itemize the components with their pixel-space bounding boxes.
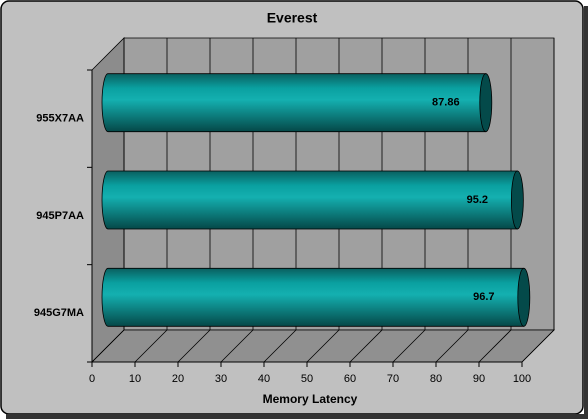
floor-grid-line xyxy=(521,329,555,363)
bar-cap xyxy=(510,170,524,230)
y-tick-label: 955X7AA xyxy=(36,113,84,125)
x-tick-label: 30 xyxy=(215,373,227,385)
shadow xyxy=(6,414,588,419)
floor-grid-line xyxy=(134,329,168,363)
bars: 87.86 95.2 96.7 xyxy=(101,73,531,327)
bar xyxy=(101,267,531,327)
bar xyxy=(101,73,493,133)
x-tick-label: 0 xyxy=(89,373,95,385)
floor-grid-line xyxy=(263,329,297,363)
y-tick-label: 945P7AA xyxy=(36,210,84,222)
floor-grid-line xyxy=(306,329,340,363)
x-axis-title: Memory Latency xyxy=(263,392,358,406)
chart-title: Everest xyxy=(267,10,318,26)
floor-grid-line xyxy=(478,329,512,363)
bar-body xyxy=(101,73,487,133)
x-tick-label: 70 xyxy=(387,373,399,385)
value-label: 95.2 xyxy=(467,194,488,206)
x-tick-label: 80 xyxy=(430,373,442,385)
x-tick-label: 50 xyxy=(301,373,313,385)
x-tick-label: 100 xyxy=(513,373,531,385)
floor-grid-line xyxy=(177,329,211,363)
floor-grid-line xyxy=(435,329,469,363)
bar xyxy=(101,170,524,230)
shadow xyxy=(584,6,588,418)
bar-cap xyxy=(517,267,531,327)
floor-grid-line xyxy=(220,329,254,363)
value-label: 87.86 xyxy=(432,97,460,109)
bar-body xyxy=(101,267,525,327)
x-tick-label: 60 xyxy=(344,373,356,385)
x-tick-label: 90 xyxy=(473,373,485,385)
value-label: 96.7 xyxy=(473,291,494,303)
y-tick-label: 945G7MA xyxy=(34,307,84,319)
bar-cap xyxy=(479,73,493,133)
floor-grid-line xyxy=(392,329,426,363)
x-tick-label: 20 xyxy=(172,373,184,385)
bar-body xyxy=(101,170,518,230)
x-tick-label: 40 xyxy=(258,373,270,385)
floor-grid-line xyxy=(349,329,383,363)
x-tick-label: 10 xyxy=(129,373,141,385)
floor-grid-line xyxy=(91,329,125,363)
